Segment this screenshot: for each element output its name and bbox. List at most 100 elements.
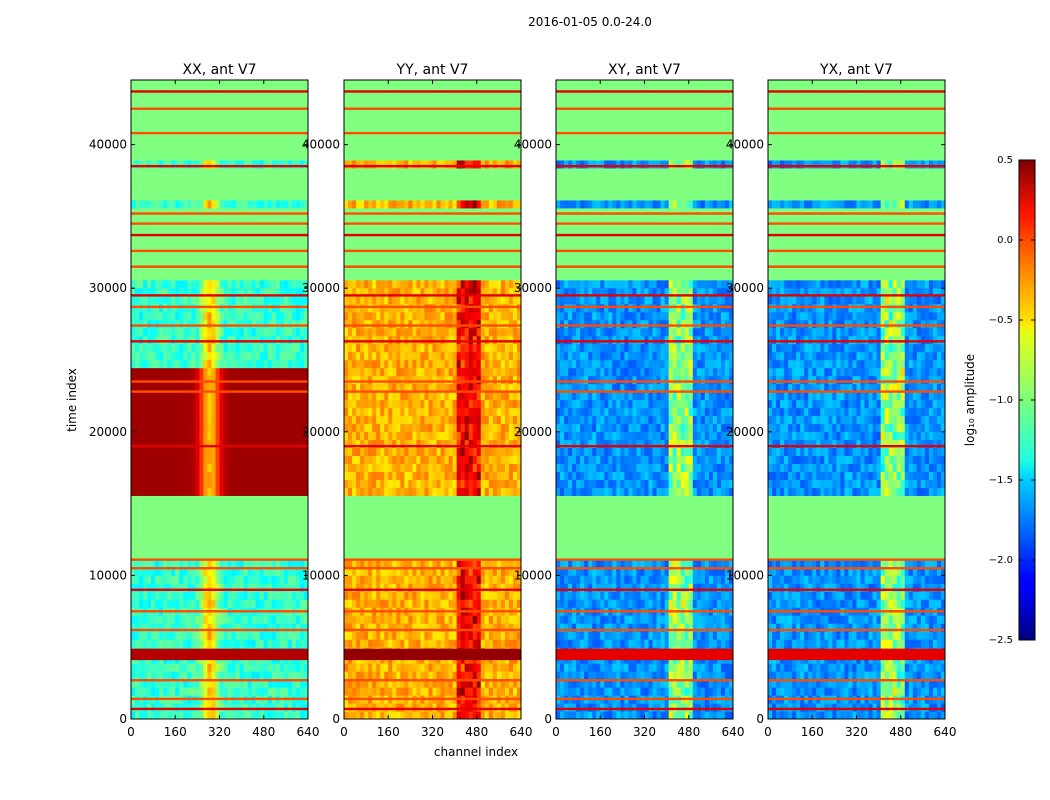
heatmap-cell	[251, 551, 257, 560]
heatmap-cell	[259, 343, 265, 353]
heatmap-cell	[408, 575, 413, 584]
heatmap-cell	[167, 151, 172, 161]
heatmap-cell	[159, 567, 164, 576]
heatmap-cell	[167, 703, 172, 712]
heatmap-cell	[139, 487, 144, 496]
heatmap-cell	[283, 207, 289, 217]
heatmap-cell	[151, 95, 156, 105]
heatmap-cell	[199, 495, 205, 504]
heatmap-cell	[255, 663, 261, 672]
heatmap-cell	[131, 551, 136, 560]
heatmap-cell	[287, 135, 293, 145]
heatmap-cell	[227, 415, 233, 425]
heatmap-cell	[179, 527, 184, 536]
heatmap-cell	[139, 223, 144, 233]
heatmap-cell	[279, 263, 285, 273]
heatmap-cell	[131, 567, 136, 576]
heatmap-cell	[187, 391, 192, 401]
heatmap-cell	[408, 591, 413, 600]
heatmap-cell	[271, 199, 277, 209]
heatmap-cell	[255, 151, 261, 161]
heatmap-cell	[279, 287, 285, 297]
heatmap-cell	[191, 199, 196, 209]
heatmap-cell	[199, 135, 205, 145]
heatmap-cell	[279, 543, 285, 552]
heatmap-cell	[291, 399, 297, 409]
heatmap-cell	[179, 351, 184, 361]
heatmap-cell	[275, 135, 281, 145]
heatmap-cell	[279, 463, 285, 472]
heatmap-cell	[251, 271, 257, 281]
heatmap-cell	[139, 119, 144, 129]
heatmap-cell	[139, 391, 144, 401]
heatmap-cell	[143, 615, 148, 624]
heatmap-cell	[259, 263, 265, 273]
heatmap-cell	[223, 255, 229, 265]
heatmap-cell	[267, 535, 273, 544]
heatmap-cell	[211, 311, 217, 321]
heatmap-cell	[167, 495, 172, 504]
heatmap-cell	[380, 623, 385, 632]
heatmap-cell	[263, 95, 269, 105]
heatmap-cell	[239, 503, 245, 512]
heatmap-cell	[356, 559, 361, 568]
heatmap-cell	[235, 431, 241, 441]
heatmap-cell	[271, 431, 277, 441]
heatmap-cell	[199, 527, 205, 536]
heatmap-cell	[239, 119, 245, 129]
heatmap-cell	[484, 615, 490, 624]
heatmap-cell	[243, 95, 249, 105]
heatmap-cell	[139, 375, 144, 385]
heatmap-cell	[147, 399, 152, 409]
heatmap-cell	[171, 535, 176, 544]
heatmap-cell	[139, 135, 144, 145]
heatmap-cell	[480, 543, 486, 552]
heatmap-cell	[243, 319, 249, 329]
heatmap-cell	[179, 687, 184, 696]
heatmap-cell	[239, 311, 245, 321]
heatmap-cell	[456, 671, 462, 680]
heatmap-cell	[131, 111, 136, 121]
heatmap-cell	[295, 527, 301, 536]
heatmap-cell	[504, 599, 510, 608]
heatmap-cell	[199, 271, 205, 281]
heatmap-cell	[135, 551, 140, 560]
heatmap-cell	[139, 95, 144, 105]
heatmap-cell	[464, 567, 470, 576]
heatmap-cell	[476, 511, 482, 520]
heatmap-cell	[448, 703, 454, 712]
heatmap-cell	[183, 439, 188, 449]
heatmap-cell	[412, 567, 418, 576]
heatmap-cell	[255, 671, 261, 680]
heatmap-cell	[287, 567, 293, 576]
heatmap-cell	[360, 559, 365, 568]
heatmap-cell	[203, 615, 209, 624]
heatmap-cell	[275, 343, 281, 353]
heatmap-cell	[464, 503, 470, 512]
heatmap-cell	[147, 151, 152, 161]
heatmap-cell	[267, 663, 273, 672]
heatmap-cell	[372, 495, 377, 504]
heatmap-cell	[408, 567, 413, 576]
heatmap-cell	[267, 135, 273, 145]
heatmap-cell	[452, 575, 458, 584]
heatmap-cell	[159, 207, 164, 217]
heatmap-cell	[175, 119, 180, 129]
heatmap-cell	[223, 183, 229, 193]
heatmap-cell	[364, 527, 369, 536]
heatmap-cell	[239, 263, 245, 273]
heatmap-cell	[291, 287, 297, 297]
heatmap-cell	[303, 711, 308, 719]
heatmap-cell	[380, 551, 385, 560]
heatmap-cell	[484, 551, 490, 560]
heatmap-cell	[392, 623, 397, 632]
heatmap-cell	[448, 471, 454, 480]
heatmap-cell	[348, 519, 353, 528]
heatmap-cell	[215, 111, 221, 121]
heatmap-cell	[492, 615, 498, 624]
heatmap-cell	[287, 471, 293, 480]
heatmap-cell	[179, 95, 184, 105]
heatmap-cell	[143, 599, 148, 608]
heatmap-cell	[267, 623, 273, 632]
heatmap-cell	[183, 327, 188, 337]
